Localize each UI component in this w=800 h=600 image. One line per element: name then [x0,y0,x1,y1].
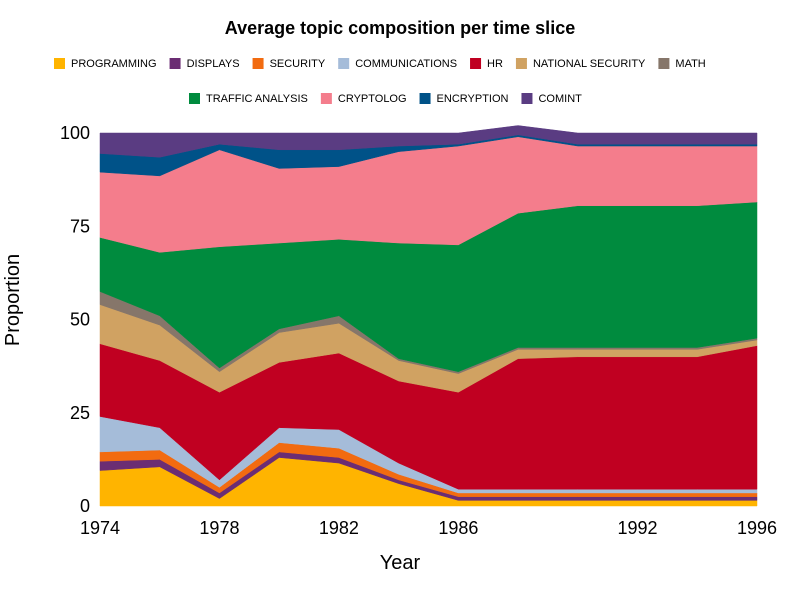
y-tick-label: 50 [70,310,90,330]
x-tick-label: 1978 [199,518,239,538]
legend-swatch-math [658,58,670,69]
legend-label-communications: COMMUNICATIONS [355,58,457,70]
legend-swatch-security [252,58,264,69]
legend-label-encryption: ENCRYPTION [437,93,509,105]
y-tick-label: 0 [80,496,90,516]
legend-label-displays: DISPLAYS [187,58,240,70]
x-axis-label: Year [380,552,421,574]
x-tick-label: 1986 [438,518,478,538]
x-axis-ticks: 1974 1978 1982 1986 1992 1996 [80,518,777,538]
y-axis-ticks: 0 25 50 75 100 [60,123,90,516]
x-tick-label: 1992 [618,518,658,538]
y-axis-label: Proportion [2,254,24,346]
legend-swatch-traffic-analysis [189,93,200,104]
legend: PROGRAMMING DISPLAYS SECURITY COMMUNICATION… [54,58,706,105]
x-tick-label: 1974 [80,518,120,538]
legend-swatch-hr [470,58,482,69]
legend-swatch-communications [338,58,350,69]
area-comint [99,125,758,158]
x-tick-label: 1996 [737,518,777,538]
legend-label-cryptolog: CRYPTOLOG [338,93,407,105]
legend-swatch-programming [54,58,65,69]
legend-swatch-national-security [515,58,527,69]
plot-areas [99,125,758,507]
legend-label-comint: COMINT [538,93,582,105]
chart-title: Average topic composition per time slice [225,18,575,38]
y-tick-label: 75 [70,216,90,236]
x-tick-label: 1982 [319,518,359,538]
legend-swatch-encryption [419,93,431,104]
y-tick-label: 100 [60,123,90,143]
legend-swatch-comint [521,93,533,104]
legend-label-national-security: NATIONAL SECURITY [533,58,646,70]
legend-label-math: MATH [675,58,705,70]
legend-label-programming: PROGRAMMING [71,58,157,70]
legend-swatch-displays [169,58,181,69]
legend-label-security: SECURITY [270,58,326,70]
legend-label-hr: HR [487,58,503,70]
legend-swatch-cryptolog [320,93,332,104]
legend-label-traffic-analysis: TRAFFIC ANALYSIS [206,93,308,105]
y-tick-label: 25 [70,403,90,423]
